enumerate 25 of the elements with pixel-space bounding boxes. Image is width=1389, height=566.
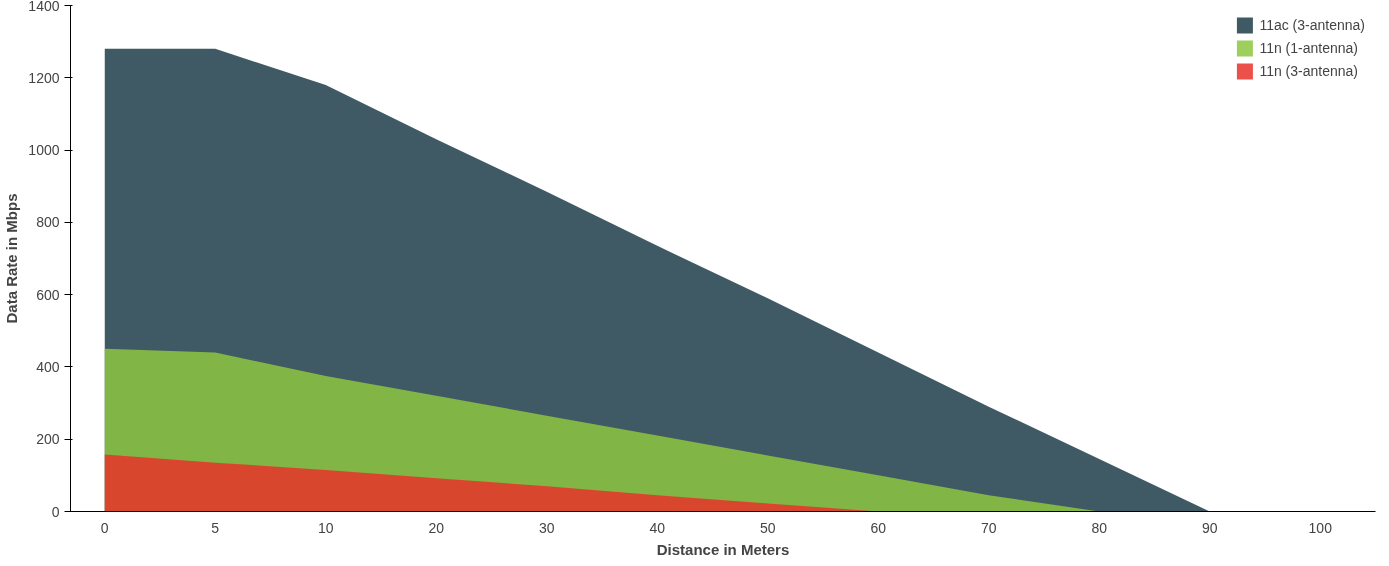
x-tick-label: 20	[428, 519, 445, 536]
x-tick-label: 40	[649, 519, 666, 536]
x-tick-label: 70	[980, 519, 997, 536]
y-tick-label: 200	[36, 431, 60, 448]
y-tick-label: 0	[51, 503, 60, 520]
legend-label: 11n (1-antenna)	[1259, 40, 1358, 56]
x-tick-label: 80	[1091, 519, 1108, 536]
x-tick-label: 90	[1201, 519, 1218, 536]
y-tick-label: 1200	[28, 69, 60, 86]
x-tick-label: 10	[317, 519, 334, 536]
legend-label: 11ac (3-antenna)	[1259, 17, 1365, 33]
x-tick-label: 50	[759, 519, 776, 536]
y-axis-title: Data Rate in Mbps	[3, 193, 21, 324]
y-tick-label: 1000	[28, 142, 60, 159]
x-tick-label: 0	[100, 519, 109, 536]
x-tick-label: 5	[211, 519, 220, 536]
x-tick-label: 60	[870, 519, 887, 536]
x-axis-title: Distance in Meters	[656, 540, 790, 558]
y-tick-label: 1400	[28, 0, 60, 14]
y-tick-label: 600	[36, 286, 60, 303]
x-tick-label: 100	[1308, 519, 1333, 536]
legend-label: 11n (3-antenna)	[1259, 63, 1358, 79]
x-tick-label: 30	[538, 519, 555, 536]
y-tick-label: 800	[36, 214, 60, 231]
y-tick-label: 400	[36, 358, 60, 375]
